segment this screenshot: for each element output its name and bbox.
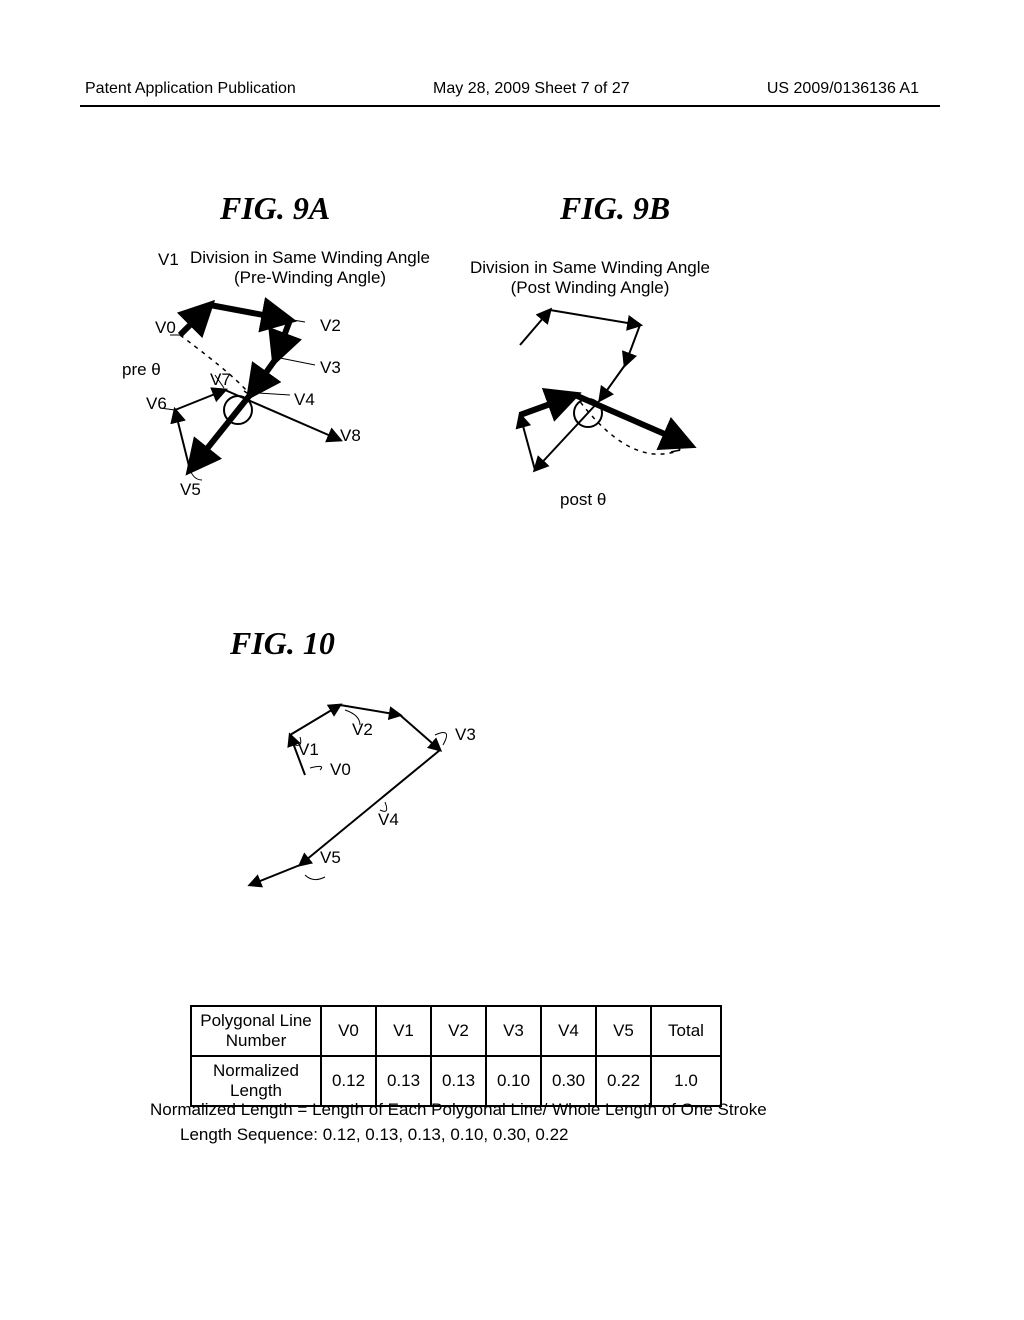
table-col-v3: V3 <box>486 1006 541 1056</box>
fig9b-title: FIG. 9B <box>560 190 670 227</box>
page-header: Patent Application Publication May 28, 2… <box>0 80 1024 98</box>
fig10-v1-label: V1 <box>298 740 319 760</box>
table-row-label: NormalizedLength <box>191 1056 321 1106</box>
footer-line2: Length Sequence: 0.12, 0.13, 0.13, 0.10,… <box>180 1125 569 1145</box>
fig9a-v7-label: V7 <box>210 370 231 390</box>
table-col-v0: V0 <box>321 1006 376 1056</box>
fig10-title: FIG. 10 <box>230 625 335 662</box>
table-col-v4: V4 <box>541 1006 596 1056</box>
header-divider <box>80 105 940 107</box>
table-col-label: Polygonal LineNumber <box>191 1006 321 1056</box>
table-cell-v3: 0.10 <box>486 1056 541 1106</box>
fig9a-v6-label: V6 <box>146 394 167 414</box>
fig9a-v5-label: V5 <box>180 480 201 500</box>
footer-line1: Normalized Length = Length of Each Polyg… <box>150 1100 767 1120</box>
fig10-v4-label: V4 <box>378 810 399 830</box>
fig9a-v0-label: V0 <box>155 318 176 338</box>
fig9b-diagram <box>480 290 740 520</box>
table-col-v2: V2 <box>431 1006 486 1056</box>
fig9a-caption-line1: Division in Same Winding Angle <box>190 248 430 267</box>
fig10-v3-label: V3 <box>455 725 476 745</box>
fig10-table: Polygonal LineNumber V0 V1 V2 V3 V4 V5 T… <box>190 1005 722 1107</box>
fig9a-v1-label: V1 <box>158 250 179 270</box>
header-center: May 28, 2009 Sheet 7 of 27 <box>433 80 630 98</box>
fig9a-pre-theta-label: pre θ <box>122 360 161 380</box>
fig10-v2-label: V2 <box>352 720 373 740</box>
table-col-v5: V5 <box>596 1006 651 1056</box>
table-cell-v0: 0.12 <box>321 1056 376 1106</box>
fig9b-post-theta-label: post θ <box>560 490 606 510</box>
fig9a-title: FIG. 9A <box>220 190 330 227</box>
table-cell-v2: 0.13 <box>431 1056 486 1106</box>
table-col-total: Total <box>651 1006 721 1056</box>
fig9a-v8-label: V8 <box>340 426 361 446</box>
fig9a-v3-label: V3 <box>320 358 341 378</box>
header-left: Patent Application Publication <box>85 80 296 98</box>
table-cell-total: 1.0 <box>651 1056 721 1106</box>
fig10-v0-label: V0 <box>330 760 351 780</box>
table-header-row: Polygonal LineNumber V0 V1 V2 V3 V4 V5 T… <box>191 1006 721 1056</box>
header-right: US 2009/0136136 A1 <box>767 80 919 98</box>
fig9a-v2-label: V2 <box>320 316 341 336</box>
table-col-v1: V1 <box>376 1006 431 1056</box>
fig10-diagram <box>235 690 515 910</box>
fig10-v5-label: V5 <box>320 848 341 868</box>
table-cell-v4: 0.30 <box>541 1056 596 1106</box>
table-cell-v1: 0.13 <box>376 1056 431 1106</box>
fig9a-v4-label: V4 <box>294 390 315 410</box>
table-cell-v5: 0.22 <box>596 1056 651 1106</box>
table-data-row: NormalizedLength 0.12 0.13 0.13 0.10 0.3… <box>191 1056 721 1106</box>
fig9b-caption-line1: Division in Same Winding Angle <box>470 258 710 277</box>
